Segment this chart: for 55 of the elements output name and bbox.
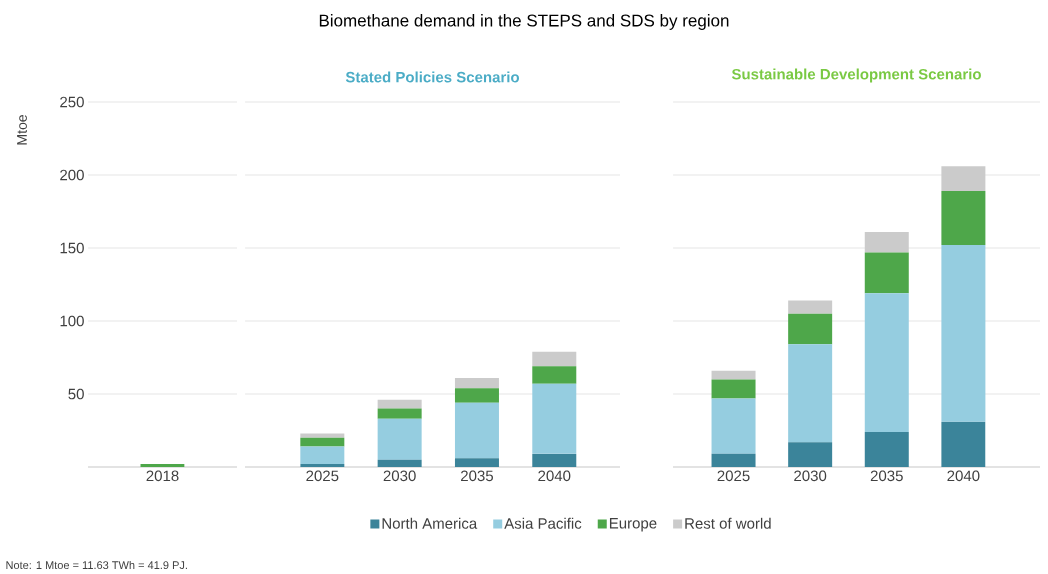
y-tick-label: 150	[60, 242, 84, 254]
x-tick-label: 2018	[146, 470, 179, 482]
x-tick-label: 2030	[794, 470, 827, 482]
y-axis-title: Mtoe	[17, 115, 27, 145]
bar	[864, 431, 909, 467]
chart-title: Sustainable Development Scenario	[731, 68, 981, 83]
bar	[300, 437, 345, 447]
bar	[454, 377, 499, 389]
bar	[941, 166, 986, 192]
y-tick-label: 50	[68, 388, 84, 400]
x-tick-label: 2040	[947, 470, 980, 482]
chart-title: Biomethane demand in the STEPS and SDS by region	[319, 14, 729, 30]
x-tick-label: 2025	[306, 470, 339, 482]
bar	[532, 351, 577, 367]
bar	[941, 191, 986, 246]
legend-label: Asia Pacific	[504, 517, 582, 529]
x-tick-label: 2035	[461, 470, 494, 482]
bar	[711, 453, 756, 467]
chart-subtitle: Stated Policies Scenario	[345, 71, 520, 83]
bar	[300, 464, 345, 467]
bar	[532, 383, 577, 454]
bar	[711, 379, 756, 399]
text: Note: 1 Mtoe = 11.63 TWh = 41.9 PJ.	[6, 560, 187, 570]
bar	[788, 442, 833, 467]
x-tick-label: 2030	[383, 470, 416, 482]
legend-label: North America	[382, 517, 478, 529]
y-tick-label: 200	[60, 169, 84, 181]
x-tick-label: 2025	[717, 470, 750, 482]
bar	[864, 231, 909, 253]
bar	[864, 252, 909, 294]
bar	[377, 408, 422, 419]
bar	[532, 366, 577, 384]
y-tick-label: 250	[60, 96, 84, 108]
legend-label: Europe	[609, 518, 657, 532]
bar	[711, 370, 756, 380]
bar	[377, 459, 422, 467]
bar	[300, 446, 345, 465]
bar	[532, 453, 577, 467]
y-tick-label: 100	[60, 315, 84, 327]
bar	[711, 398, 756, 454]
bar	[788, 313, 833, 345]
bar	[788, 344, 833, 443]
bar	[864, 293, 909, 432]
bar	[454, 458, 499, 467]
bar	[788, 300, 833, 314]
bar	[941, 421, 986, 467]
x-tick-label: 2040	[538, 470, 571, 482]
bar	[454, 402, 499, 459]
bar	[377, 418, 422, 460]
bar	[377, 399, 422, 409]
bar	[300, 433, 345, 438]
legend-label: Rest of world	[685, 517, 771, 529]
bar	[941, 245, 986, 422]
bar	[454, 388, 499, 403]
x-tick-label: 2035	[870, 470, 903, 482]
